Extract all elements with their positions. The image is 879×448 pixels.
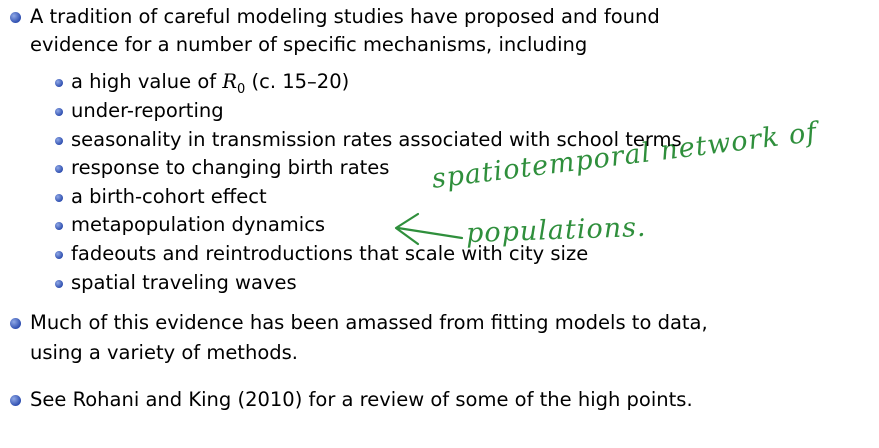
text-line: a high value of R0 (c. 15–20)	[71, 70, 349, 102]
sub-bullet	[55, 193, 63, 202]
subscript: 0	[237, 81, 246, 97]
text-line: response to changing birth rates	[71, 156, 390, 180]
sub-bullet	[55, 251, 63, 259]
arrow-path	[394, 212, 464, 246]
text-line: a birth-cohort effect	[71, 184, 267, 208]
sub-bullet	[55, 222, 63, 231]
text-line: evidence for a number of specific mechan…	[30, 33, 588, 56]
bullet	[10, 318, 21, 329]
text-line: seasonality in transmission rates associ…	[71, 127, 682, 151]
sub-bullet	[55, 136, 63, 145]
text-line: under-reporting	[71, 99, 224, 122]
sub-bullet	[55, 279, 63, 288]
text-line: fadeouts and reintroductions that scale …	[71, 242, 589, 265]
text-line: spatial traveling waves	[71, 270, 297, 294]
text-line: using a variety of methods.	[30, 341, 298, 364]
sub-bullet	[55, 79, 63, 87]
math: R	[222, 70, 238, 93]
bullet	[10, 12, 21, 23]
sub-bullet	[55, 165, 63, 174]
text-line: See Rohani and King (2010) for a review …	[30, 388, 693, 411]
text: a high value of	[71, 70, 223, 93]
text-line: Much of this evidence has been amassed f…	[30, 311, 708, 334]
text-line: A tradition of careful modeling studies …	[30, 5, 660, 28]
bullet	[10, 395, 21, 406]
text: (c. 15–20)	[245, 70, 350, 93]
sub-bullet	[55, 108, 63, 116]
text-line: metapopulation dynamics	[71, 213, 326, 237]
